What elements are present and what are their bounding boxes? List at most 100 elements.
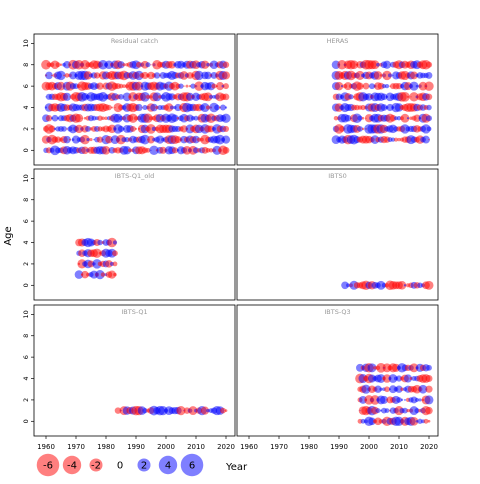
residual-bubble (425, 375, 433, 383)
x-tick-label: 2020 (420, 443, 438, 451)
residual-bubble (112, 250, 118, 257)
residual-bubble (422, 135, 430, 144)
residual-bubble (140, 134, 150, 145)
residual-bubble (424, 81, 434, 91)
residual-bubble (348, 94, 354, 100)
residual-bubble (196, 137, 202, 142)
residual-bubble (376, 62, 380, 67)
residual-bubble (164, 103, 174, 112)
residual-bubble (344, 114, 352, 122)
residual-bubble (221, 113, 231, 123)
residual-bubble (110, 106, 114, 109)
x-tick-label: 1960 (240, 443, 258, 451)
panel-title: IBTS-Q1_old (115, 172, 154, 180)
residual-bubble (379, 387, 383, 391)
residual-bubble (215, 134, 225, 145)
residual-bubble (61, 126, 67, 132)
residual-bubble (223, 83, 229, 90)
residual-bubble (104, 60, 114, 70)
residual-bubble (425, 406, 433, 415)
x-tick-label: 2010 (390, 443, 408, 451)
residual-bubble (221, 71, 231, 80)
residual-bubble (63, 135, 71, 144)
residual-bubble (220, 104, 226, 111)
residual-bubble (380, 93, 388, 101)
residual-bubble (425, 72, 433, 79)
residual-bubble (427, 419, 431, 423)
residual-bubble (404, 398, 406, 401)
residual-bubble (387, 137, 393, 143)
residual-bubble (97, 115, 103, 121)
residual-bubble (185, 92, 195, 101)
residual-bubble (376, 280, 386, 290)
residual-bubble (112, 240, 118, 245)
y-tick-label: 2 (22, 262, 30, 266)
residual-bubble (377, 82, 385, 90)
residual-bubble (51, 114, 59, 122)
legend-item: -2 (89, 458, 103, 472)
residual-bubble (133, 116, 139, 121)
residual-bubble (425, 115, 433, 122)
residual-bubble (203, 92, 213, 102)
legend-label: 2 (141, 461, 147, 472)
residual-bubble (379, 395, 389, 404)
residual-bubble (211, 83, 217, 89)
legend-item: -4 (62, 455, 82, 475)
residual-bubble (146, 124, 156, 134)
residual-bubble (382, 70, 392, 81)
residual-bubble (379, 74, 383, 77)
panel-ibts0: IBTS0 (236, 168, 439, 301)
residual-bubble (159, 146, 167, 154)
residual-bubble (413, 114, 421, 122)
residual-bubble (56, 70, 66, 81)
residual-bubble (406, 95, 410, 98)
residual-bubble (409, 363, 419, 373)
residual-bubble (64, 73, 70, 78)
legend-item: 4 (158, 455, 178, 475)
residual-bubble (200, 103, 210, 113)
residual-bubble (356, 82, 364, 90)
residual-bubble (417, 418, 423, 424)
residual-bubble (373, 71, 383, 80)
residual-bubble (145, 94, 151, 99)
panel-title: IBTS0 (328, 172, 347, 180)
legend-label: -6 (43, 461, 53, 472)
x-tick-label: 1960 (37, 443, 55, 451)
residual-bubble (206, 62, 210, 67)
residual-bubble (153, 72, 161, 79)
residual-bubble (168, 60, 176, 69)
residual-bubble (48, 125, 56, 133)
residual-bubble (200, 60, 210, 69)
residual-bubble (362, 82, 370, 90)
residual-bubble (388, 374, 398, 383)
residual-bubble (180, 125, 188, 133)
residual-bubble (104, 116, 108, 120)
x-tick-label: 1970 (270, 443, 288, 451)
panel-frame (33, 168, 236, 301)
residual-bubble (107, 270, 117, 279)
residual-bubble (83, 71, 93, 80)
residual-bubble (384, 386, 390, 393)
residual-bubble (89, 138, 93, 142)
residual-bubble (98, 59, 108, 70)
residual-bubble (395, 83, 403, 90)
legend-label: -2 (91, 461, 101, 472)
residual-bubble (337, 60, 347, 70)
panel-ibts-q1: IBTS-Q1 0 2 4 6 8 10 1960 1970 1980 1990 2000 2010 20… (22, 304, 236, 451)
legend-label: 6 (189, 461, 195, 472)
panel-bubbles (355, 362, 434, 427)
residual-bubble (45, 115, 53, 122)
residual-bubble (96, 136, 104, 143)
legend-item: 0 (117, 461, 123, 472)
residual-bubble (396, 115, 402, 121)
legend-item: -6 (36, 453, 60, 477)
residual-bubble (174, 136, 182, 144)
legend: -6 -4 -2 0 2 4 6 (36, 453, 204, 477)
residual-bubble (105, 135, 113, 144)
residual-bubble (361, 116, 365, 120)
y-axis-label: Age (3, 226, 14, 245)
residual-bubble (376, 374, 386, 383)
panel-ibts-q1-old: IBTS-Q1_old 0 2 4 6 8 10 (22, 168, 236, 301)
residual-bubble (387, 73, 393, 78)
